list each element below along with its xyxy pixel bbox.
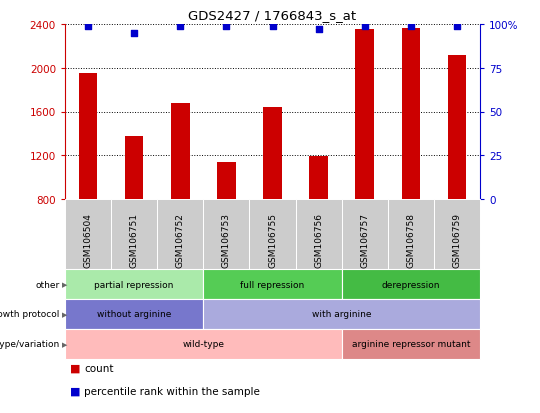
Text: ▶: ▶ (62, 341, 68, 347)
Bar (79, 74, 97, 199)
Text: arginine repressor mutant: arginine repressor mutant (352, 339, 470, 349)
Point (360, 24, 369, 30)
Bar (448, 55, 466, 199)
Point (453, 24, 461, 30)
Point (407, 24, 415, 30)
Point (130, 31, 138, 37)
Text: GSM106757: GSM106757 (360, 212, 369, 267)
Text: growth protocol: growth protocol (0, 310, 59, 319)
Text: GSM106753: GSM106753 (222, 212, 231, 267)
Text: ▶: ▶ (62, 281, 68, 287)
Text: partial repression: partial repression (94, 280, 174, 289)
Text: GSM106758: GSM106758 (406, 212, 415, 267)
Bar (217, 162, 235, 199)
Text: percentile rank within the sample: percentile rank within the sample (84, 386, 260, 396)
Bar (264, 108, 282, 199)
Text: GSM106755: GSM106755 (268, 212, 277, 267)
Point (222, 24, 231, 30)
Title: GDS2427 / 1766843_s_at: GDS2427 / 1766843_s_at (188, 9, 356, 22)
Text: other: other (35, 280, 59, 289)
Bar (125, 136, 144, 199)
Text: without arginine: without arginine (97, 310, 171, 319)
Text: count: count (84, 363, 113, 373)
Text: full repression: full repression (240, 280, 305, 289)
Text: GSM106751: GSM106751 (130, 212, 139, 267)
Point (268, 24, 277, 30)
Text: ■: ■ (70, 386, 81, 396)
Text: genotype/variation: genotype/variation (0, 339, 59, 349)
Bar (355, 31, 374, 199)
Bar (171, 104, 190, 199)
Bar (309, 157, 328, 199)
Text: GSM106752: GSM106752 (176, 213, 185, 267)
Text: with arginine: with arginine (312, 310, 372, 319)
Bar (402, 29, 420, 199)
Point (176, 24, 185, 30)
Text: wild-type: wild-type (183, 339, 224, 349)
Point (314, 27, 323, 33)
Text: ▶: ▶ (62, 311, 68, 317)
Text: ■: ■ (70, 363, 81, 373)
Text: GSM106756: GSM106756 (314, 212, 323, 267)
Text: derepression: derepression (382, 280, 440, 289)
Point (84, 24, 92, 30)
Text: GSM106759: GSM106759 (453, 212, 462, 267)
Text: GSM106504: GSM106504 (84, 213, 92, 267)
